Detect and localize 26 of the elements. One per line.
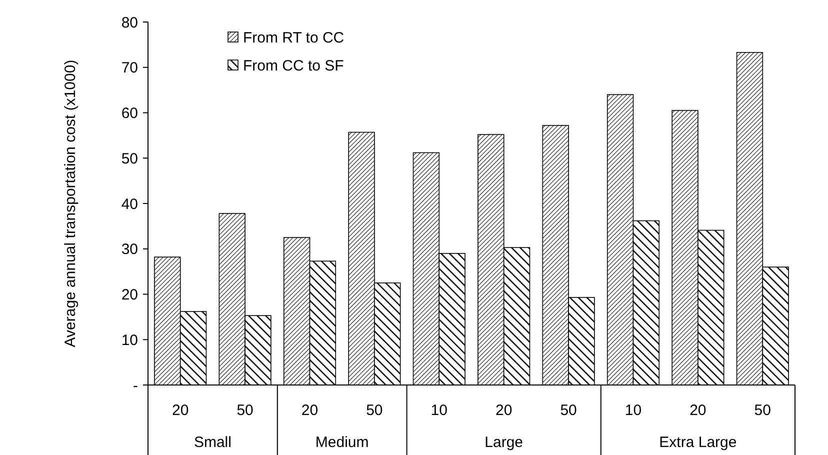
y-tick-label: 10 bbox=[121, 332, 138, 349]
x-tick-label: 50 bbox=[754, 402, 771, 419]
x-tick-label: 50 bbox=[366, 402, 383, 419]
y-tick-label: 20 bbox=[121, 286, 138, 304]
y-tick-label: 70 bbox=[121, 60, 138, 77]
x-tick-label: 10 bbox=[624, 402, 642, 419]
text: Medium bbox=[315, 434, 369, 451]
y-tick-label: 30 bbox=[121, 241, 138, 258]
text: Large bbox=[484, 434, 524, 451]
x-tick-label: 20 bbox=[172, 402, 189, 419]
text: Extra Large bbox=[659, 434, 737, 451]
x-tick-label: 20 bbox=[496, 402, 512, 419]
y-tick-label: 50 bbox=[121, 150, 138, 168]
x-tick-label: 50 bbox=[560, 402, 577, 419]
x-tick-label: 20 bbox=[690, 402, 706, 419]
x-tick-label: 10 bbox=[430, 402, 448, 419]
legend-label: From RT to CC bbox=[243, 29, 344, 46]
y-tick-label: 80 bbox=[121, 14, 138, 32]
y-tick-label: - bbox=[133, 377, 138, 394]
y-axis-title: Average annual transportation cost (x1000) bbox=[62, 60, 79, 348]
x-tick-label: 20 bbox=[301, 402, 318, 419]
legend-label: From CC to SF bbox=[243, 57, 344, 74]
text: Small bbox=[194, 434, 232, 451]
x-tick-label: 50 bbox=[236, 402, 254, 419]
y-tick-label: 40 bbox=[121, 196, 138, 213]
y-tick-label: 60 bbox=[121, 105, 138, 122]
